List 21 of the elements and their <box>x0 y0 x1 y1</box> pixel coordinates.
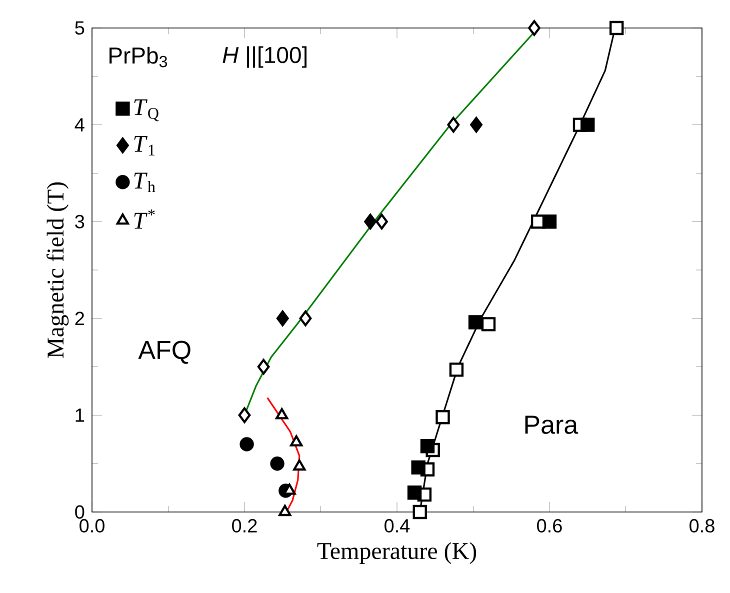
y-tick-label: 5 <box>75 21 84 35</box>
legend-label: T$^{*}$ <box>134 209 155 229</box>
annotation: H ||[100] <box>222 46 306 68</box>
legend-label: T$_{1}$ <box>134 136 154 156</box>
x-tick-label: 0.0 <box>80 519 104 533</box>
legend-label: T$_{h}$ <box>134 172 156 192</box>
legend-label: T$_{Q}$ <box>134 99 159 122</box>
annotation: PrPb$_{3}$ <box>110 46 168 68</box>
annotation: Para <box>525 416 578 434</box>
y-tick-label: 4 <box>74 118 84 132</box>
x-tick-label: 0.2 <box>232 519 257 533</box>
y-tick-label: 0 <box>75 505 84 519</box>
x-tick-label: 0.8 <box>690 519 714 533</box>
annotation: AFQ <box>138 340 190 364</box>
y-axis-title: Magnetic field (T) <box>46 182 69 358</box>
y-tick-label: 1 <box>76 408 84 422</box>
x-tick-label: 0.6 <box>537 519 562 533</box>
x-tick-label: 0.4 <box>384 519 410 533</box>
x-axis-title: Temperature (K) <box>317 542 476 564</box>
y-tick-label: 3 <box>75 214 84 228</box>
y-tick-label: 2 <box>75 312 84 326</box>
